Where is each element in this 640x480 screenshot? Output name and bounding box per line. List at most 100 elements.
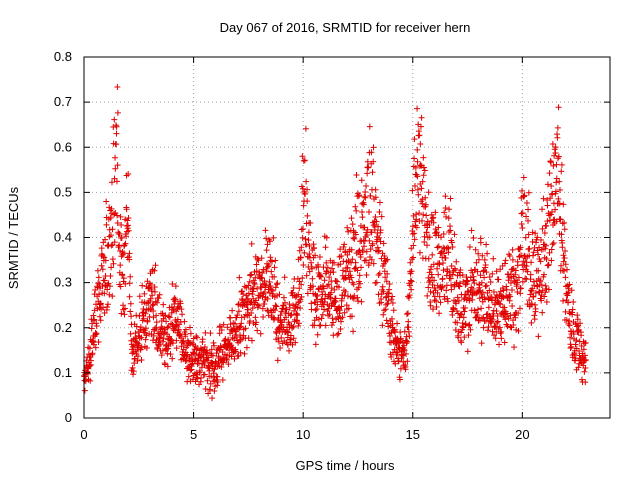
x-axis-label: GPS time / hours	[296, 458, 395, 473]
data-point	[112, 165, 119, 172]
data-point	[518, 252, 525, 259]
data-point	[481, 274, 488, 281]
data-point	[317, 322, 324, 329]
data-point	[546, 249, 553, 256]
data-point	[528, 319, 535, 326]
data-point	[329, 315, 336, 322]
data-point	[542, 242, 549, 249]
data-point	[335, 284, 342, 291]
data-point	[225, 336, 232, 343]
data-point	[368, 149, 375, 156]
data-point	[462, 304, 469, 311]
data-point	[501, 304, 508, 311]
data-point	[462, 281, 469, 288]
data-point	[290, 285, 297, 292]
data-point	[151, 288, 158, 295]
data-point	[274, 280, 281, 287]
data-point	[179, 311, 186, 318]
data-point	[407, 277, 414, 284]
data-point	[305, 236, 312, 243]
data-point	[478, 340, 485, 347]
data-point	[550, 240, 557, 247]
data-point	[358, 264, 365, 271]
data-point	[228, 342, 235, 349]
data-point	[330, 269, 337, 276]
data-point	[525, 217, 532, 224]
data-point	[492, 335, 499, 342]
data-point	[236, 324, 243, 331]
data-point	[362, 257, 369, 264]
data-point	[578, 343, 585, 350]
data-point	[566, 322, 573, 329]
data-point	[118, 222, 125, 229]
data-point	[151, 267, 158, 274]
data-point	[362, 194, 369, 201]
data-point	[238, 320, 245, 327]
data-point	[440, 267, 447, 274]
data-point	[402, 366, 409, 373]
data-point	[127, 273, 134, 280]
data-point	[406, 294, 413, 301]
data-point	[262, 281, 269, 288]
data-point	[265, 308, 272, 315]
data-point	[537, 237, 544, 244]
data-point	[289, 289, 296, 296]
data-point	[425, 189, 432, 196]
data-point	[356, 192, 363, 199]
data-point	[129, 364, 136, 371]
data-point	[143, 332, 150, 339]
data-point	[278, 334, 285, 341]
data-point	[108, 242, 115, 249]
data-point	[283, 314, 290, 321]
data-point	[298, 244, 305, 251]
data-point	[348, 313, 355, 320]
data-point	[553, 175, 560, 182]
data-point	[384, 256, 391, 263]
data-point	[560, 252, 567, 259]
data-point	[378, 213, 385, 220]
data-point	[320, 264, 327, 271]
data-point	[543, 223, 550, 230]
data-point	[427, 302, 434, 309]
data-point	[449, 271, 456, 278]
data-point	[547, 195, 554, 202]
data-point	[397, 365, 404, 372]
data-point	[341, 309, 348, 316]
data-point	[266, 236, 273, 243]
data-point	[414, 105, 421, 112]
data-point	[500, 287, 507, 294]
data-point	[540, 195, 547, 202]
data-point	[518, 221, 525, 228]
data-point	[539, 206, 546, 213]
data-point	[450, 305, 457, 312]
data-point	[409, 231, 416, 238]
data-point	[449, 312, 456, 319]
data-point	[127, 308, 134, 315]
data-point	[160, 301, 167, 308]
data-point	[541, 293, 548, 300]
data-point	[278, 319, 285, 326]
data-point	[124, 217, 131, 224]
data-point	[366, 237, 373, 244]
data-point	[237, 323, 244, 330]
data-point	[441, 296, 448, 303]
data-point	[381, 307, 388, 314]
data-point	[410, 242, 417, 249]
data-point	[372, 213, 379, 220]
data-point	[153, 312, 160, 319]
data-point	[546, 170, 553, 177]
data-point	[110, 260, 117, 267]
data-point	[298, 281, 305, 288]
data-point	[267, 283, 274, 290]
data-point	[102, 236, 109, 243]
data-point	[534, 247, 541, 254]
data-point	[116, 230, 123, 237]
data-point	[114, 212, 121, 219]
data-point	[150, 307, 157, 314]
data-point	[248, 240, 255, 247]
data-point	[167, 351, 174, 358]
data-point	[535, 289, 542, 296]
data-point	[98, 262, 105, 269]
data-point	[92, 344, 99, 351]
data-point	[216, 323, 223, 330]
